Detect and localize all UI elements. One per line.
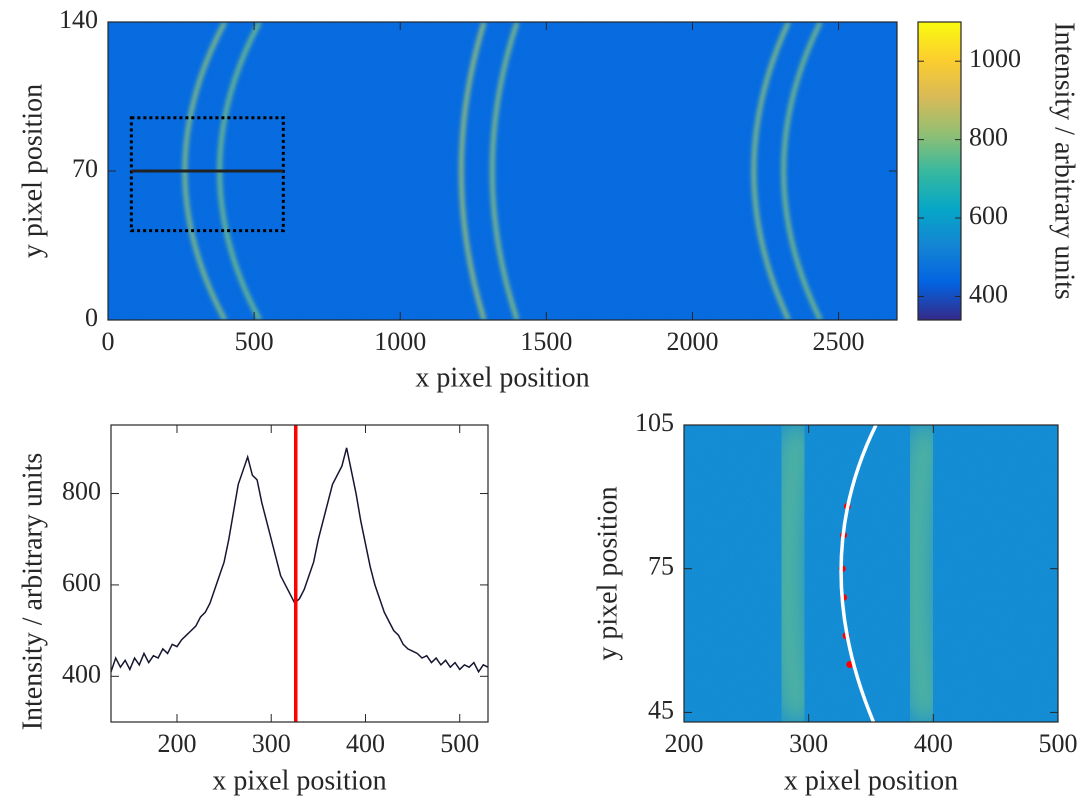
x-tick-label: 2500 xyxy=(813,327,865,356)
x-axis-label: x pixel position xyxy=(415,362,589,393)
x-tick-label: 200 xyxy=(665,729,704,758)
x-tick-label: 200 xyxy=(157,729,196,758)
x-axis-label: x pixel position xyxy=(784,765,958,796)
x-tick-label: 400 xyxy=(346,729,385,758)
x-axis-label: x pixel position xyxy=(212,765,386,796)
y-axis-label: y pixel position xyxy=(17,84,48,258)
colorbar xyxy=(917,21,962,321)
x-tick-label: 500 xyxy=(235,327,274,356)
x-tick-label: 0 xyxy=(102,327,115,356)
colorbar-tick-label: 1000 xyxy=(969,44,1021,73)
heatmap xyxy=(684,425,1058,722)
y-tick-label: 70 xyxy=(72,154,98,183)
plot-frame xyxy=(683,424,1059,723)
y-tick-label: 0 xyxy=(85,303,98,332)
x-tick-label: 500 xyxy=(440,729,479,758)
y-tick-label: 600 xyxy=(62,568,101,597)
x-tick-label: 1500 xyxy=(520,327,572,356)
y-axis-label: y pixel position xyxy=(592,486,623,660)
colorbar-tick-label: 800 xyxy=(969,123,1008,152)
y-tick-label: 105 xyxy=(635,408,674,437)
y-tick-label: 400 xyxy=(62,659,101,688)
colorbar-label: Intensity / arbitrary units xyxy=(1049,22,1080,300)
heatmap xyxy=(108,22,897,320)
x-tick-label: 500 xyxy=(1039,729,1078,758)
fit-curve xyxy=(839,425,878,722)
noise-texture xyxy=(684,425,1058,722)
y-axis-label: Intensity / arbitrary units xyxy=(17,453,48,731)
y-tick-label: 45 xyxy=(648,695,674,724)
x-tick-label: 400 xyxy=(914,729,953,758)
x-tick-label: 300 xyxy=(789,729,828,758)
x-tick-label: 300 xyxy=(252,729,291,758)
colorbar-tick-label: 400 xyxy=(969,279,1008,308)
profile-curve xyxy=(110,447,489,674)
x-tick-label: 2000 xyxy=(666,327,718,356)
y-tick-label: 140 xyxy=(59,5,98,34)
plot-frame xyxy=(110,424,489,723)
colorbar-tick-label: 600 xyxy=(969,201,1008,230)
y-tick-label: 800 xyxy=(62,477,101,506)
y-tick-label: 75 xyxy=(648,552,674,581)
x-tick-label: 1000 xyxy=(374,327,426,356)
